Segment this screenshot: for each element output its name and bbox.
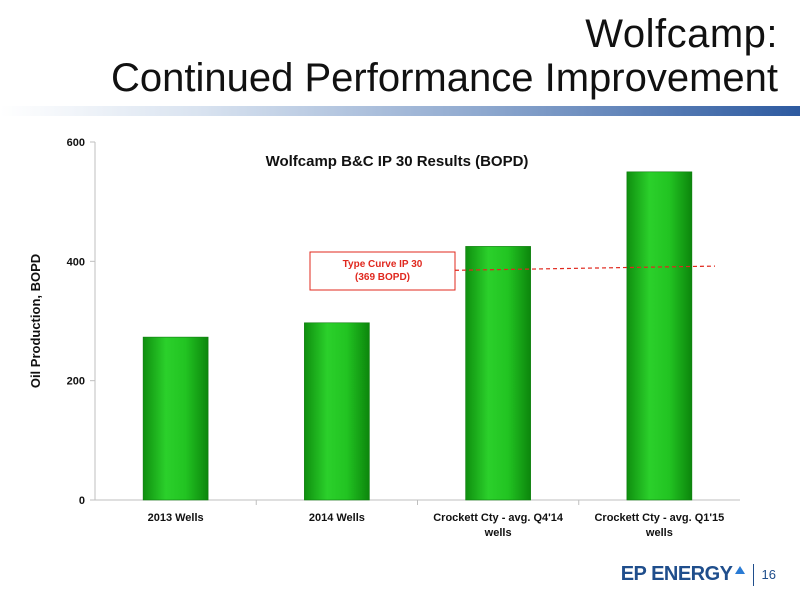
title-line-1: Wolfcamp:	[585, 12, 778, 56]
bar	[465, 246, 531, 501]
logo-triangle-icon	[734, 566, 745, 574]
y-tick-label: 200	[67, 376, 85, 388]
type-curve-label-box	[309, 251, 456, 291]
x-tick-label: 2013 Wells	[148, 512, 204, 524]
type-curve-label: (369 BOPD)	[355, 272, 410, 283]
x-tick-label: Crockett Cty - avg. Q4'14	[433, 512, 564, 524]
title-line-2: Continued Performance Improvement	[111, 56, 778, 100]
bar	[626, 171, 693, 501]
x-tick-label: wells	[645, 527, 673, 539]
y-axis-label: Oil Production, BOPD	[28, 254, 43, 388]
y-tick-label: 600	[67, 137, 85, 149]
type-curve-label: Type Curve IP 30	[343, 259, 423, 270]
y-tick-label: 0	[79, 495, 85, 507]
page-number: 16	[761, 567, 776, 582]
logo-text: EP ENERGY	[620, 563, 733, 585]
ep-energy-logo: EP ENERGY	[621, 563, 745, 586]
title-divider	[0, 106, 800, 116]
x-tick-label: wells	[484, 527, 512, 539]
bar	[142, 336, 209, 501]
footer: EP ENERGY 16	[621, 563, 776, 586]
y-tick-label: 400	[67, 256, 85, 268]
x-tick-label: 2014 Wells	[309, 512, 365, 524]
chart-title: Wolfcamp B&C IP 30 Results (BOPD)	[266, 153, 529, 170]
ip30-bar-chart: 0 200 400 600 Oil Production, BOPD Wolfcamp B…	[28, 137, 740, 539]
type-curve-reference-line	[454, 265, 716, 271]
footer-separator	[752, 563, 754, 586]
slide-title: Wolfcamp: Continued Performance Improvem…	[10, 12, 778, 100]
bar	[304, 322, 370, 501]
x-tick-label: Crockett Cty - avg. Q1'15	[594, 512, 724, 524]
